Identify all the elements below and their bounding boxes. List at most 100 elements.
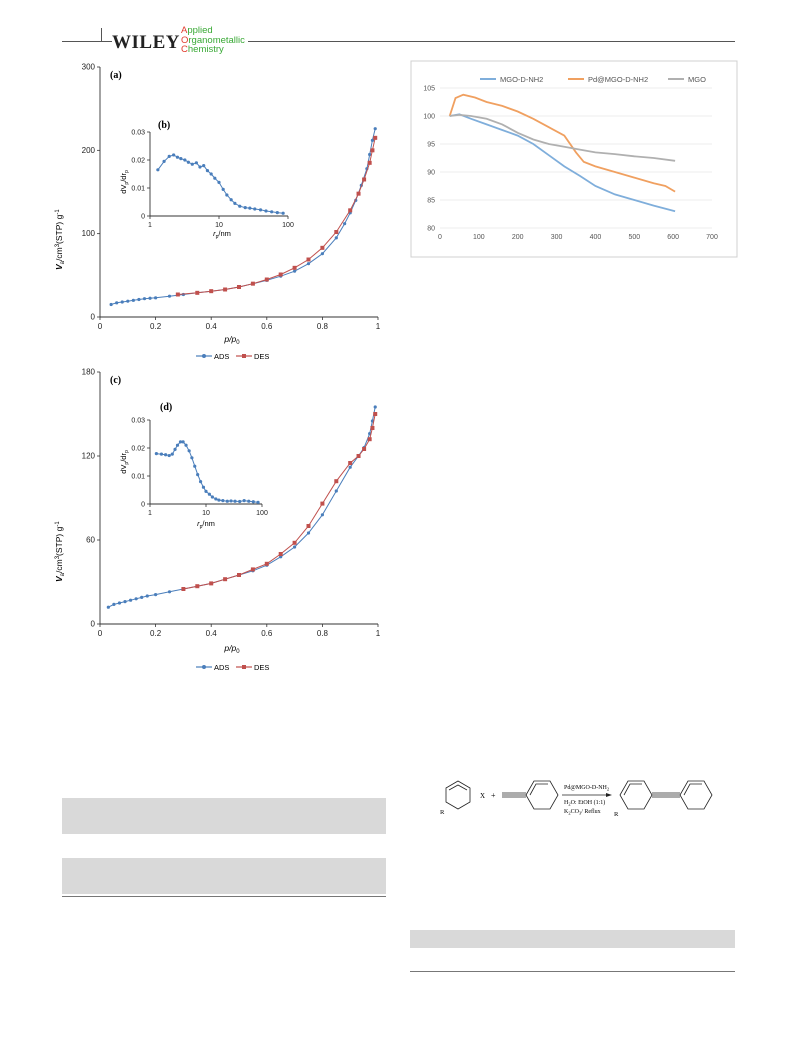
data-point	[334, 230, 339, 234]
data-point	[225, 193, 229, 197]
chart-b-x-axis-label: rp/nm	[213, 229, 231, 240]
chart-d-x-axis-label: rp/nm	[197, 519, 215, 530]
data-point	[140, 595, 144, 600]
x-tick-label: 0.4	[206, 629, 218, 638]
data-point	[306, 262, 311, 266]
data-point	[154, 452, 158, 456]
y-tick-label: 60	[86, 536, 95, 545]
data-point	[195, 290, 200, 295]
data-point	[190, 162, 194, 166]
legend-des-marker	[242, 665, 246, 669]
data-point	[205, 169, 210, 173]
data-point	[175, 155, 180, 159]
data-point	[233, 201, 237, 205]
data-point	[334, 236, 338, 240]
phenylacetylene-ring	[525, 780, 559, 810]
x-tick-label: 0.2	[150, 629, 162, 638]
condition-base: K2CO3/ Reflux	[564, 808, 601, 816]
table-2-rule	[62, 896, 386, 897]
series-line	[448, 93, 676, 193]
data-point	[320, 252, 324, 256]
chart-d-series	[154, 440, 260, 504]
data-point	[156, 168, 160, 172]
y-tick-label: 0.03	[131, 418, 145, 425]
series-line	[449, 113, 676, 162]
data-point	[202, 164, 206, 168]
data-point	[373, 412, 378, 416]
data-point	[229, 499, 233, 503]
data-point	[270, 210, 274, 214]
data-point	[264, 561, 269, 566]
legend-ads-marker	[202, 665, 206, 669]
y-tick-label: 80	[427, 226, 435, 233]
chart-c-ads-series	[106, 405, 377, 609]
x-tick-label: 0.8	[317, 322, 329, 331]
data-point	[145, 594, 149, 598]
tga-series-2	[448, 93, 676, 193]
data-point	[348, 461, 353, 465]
y-tick-label: 0.01	[131, 474, 145, 481]
leaving-group-x: X	[480, 792, 485, 800]
chart-a-y-axis-label: Va/cm3(STP) g-1	[54, 209, 66, 270]
data-point	[356, 454, 361, 458]
x-tick-label: 0	[438, 234, 442, 241]
panel-label-a: (a)	[110, 70, 122, 81]
data-point	[179, 157, 183, 161]
data-point	[123, 600, 127, 604]
data-point	[201, 485, 206, 489]
y-tick-label: 200	[82, 146, 96, 155]
data-point	[247, 499, 251, 503]
data-point	[209, 172, 213, 176]
header-tick	[101, 28, 102, 42]
chart-a-x-axis-label: p/p0	[223, 334, 240, 346]
aryl-halide-ring	[445, 780, 471, 810]
series-line	[157, 154, 284, 214]
condition-solvent: H2O: EtOH (1:1)	[564, 799, 605, 807]
data-point	[178, 440, 183, 444]
data-point	[162, 159, 166, 163]
data-point	[225, 499, 229, 503]
data-point	[356, 191, 361, 196]
data-point	[213, 176, 217, 180]
figure-tga: 80 85 90 95 100 105 0 100 200 300 400 500 600 700 MGO…	[410, 60, 738, 258]
y-tick-label: 300	[82, 63, 96, 72]
legend-des-label: DES	[254, 663, 269, 672]
x-tick-label: 700	[706, 234, 718, 241]
data-point	[243, 206, 247, 210]
data-point	[370, 148, 375, 153]
data-point	[194, 161, 198, 165]
series-line	[177, 137, 376, 295]
tga-axes: 80 85 90 95 100 105 0 100 200 300 400 500 600 700	[423, 86, 718, 242]
data-point	[159, 452, 164, 456]
alkyne-left	[502, 792, 526, 798]
product-ring-left	[619, 780, 653, 810]
data-point	[217, 498, 221, 502]
table-3-rule	[410, 971, 735, 972]
data-point	[258, 208, 263, 212]
data-point	[362, 177, 367, 182]
chart-c-axes: 0 60 120 180 0 0.2 0.4 0.6 0.8 1	[82, 368, 381, 639]
svg-text:dVp/drp: dVp/drp	[119, 170, 130, 194]
data-point	[167, 154, 171, 158]
journal-line-2: Organometallic	[181, 34, 245, 46]
table-2-header-bar	[62, 858, 386, 894]
data-point	[190, 456, 194, 460]
x-tick-label: 1	[376, 629, 381, 638]
series-line	[108, 406, 376, 608]
data-point	[207, 492, 211, 496]
chart-c-legend: ADS DES	[196, 663, 269, 672]
data-point	[187, 449, 191, 453]
data-point	[221, 187, 225, 191]
data-point	[250, 567, 255, 572]
data-point	[223, 287, 228, 292]
data-point	[198, 165, 202, 169]
chart-a-des-series	[175, 135, 378, 297]
panel-label-b: (b)	[158, 120, 170, 131]
svg-text:Va/cm3(STP) g-1: Va/cm3(STP) g-1	[54, 209, 66, 270]
data-point	[154, 593, 158, 597]
data-point	[251, 500, 255, 504]
x-tick-label: 1	[148, 222, 152, 229]
tga-legend-s1: MGO-D-NH2	[500, 75, 543, 84]
